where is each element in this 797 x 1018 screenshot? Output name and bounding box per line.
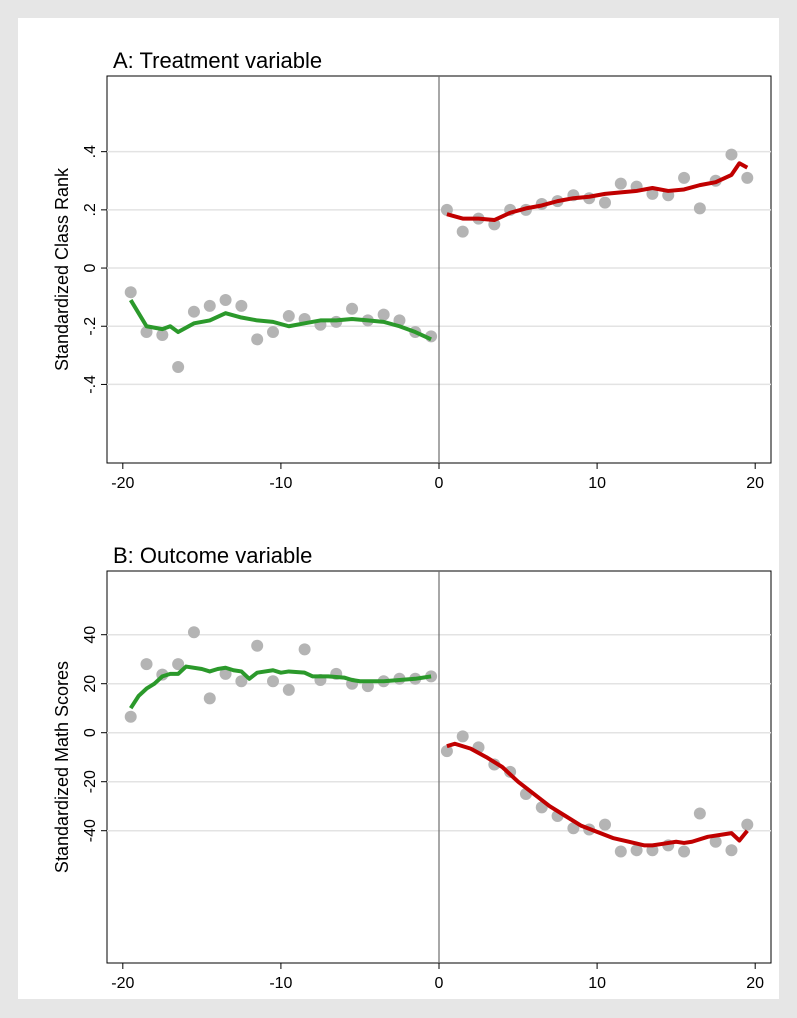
- data-point: [298, 643, 311, 656]
- x-tick-label: -20: [111, 475, 134, 492]
- data-point: [741, 171, 754, 184]
- fit-line: [129, 664, 432, 710]
- data-point: [440, 203, 453, 216]
- data-point: [614, 177, 627, 190]
- data-point: [456, 225, 469, 238]
- data-point: [140, 658, 153, 671]
- data-point: [219, 294, 232, 307]
- fit-line: [129, 299, 432, 342]
- data-point: [678, 845, 691, 858]
- data-point: [614, 845, 627, 858]
- chart-title: B: Outcome variable: [113, 543, 312, 568]
- panel-background: [18, 18, 779, 999]
- y-tick-label: .4: [82, 145, 99, 158]
- y-tick-label: 20: [82, 675, 99, 693]
- data-point: [693, 202, 706, 215]
- data-point: [567, 822, 580, 835]
- data-point: [187, 305, 200, 318]
- fit-line: [446, 161, 749, 223]
- data-point: [172, 360, 185, 373]
- y-tick-label: -40: [82, 819, 99, 842]
- data-point: [709, 835, 722, 848]
- x-tick-label: -20: [111, 975, 134, 992]
- data-point: [741, 818, 754, 831]
- data-point: [282, 683, 295, 696]
- y-tick-label: -.2: [82, 317, 99, 336]
- data-point: [725, 148, 738, 161]
- data-point: [140, 326, 153, 339]
- x-tick-label: 10: [588, 475, 606, 492]
- y-tick-label: 0: [82, 728, 99, 737]
- data-point: [599, 818, 611, 831]
- x-tick-label: 20: [746, 975, 764, 992]
- data-point: [267, 675, 279, 688]
- data-point: [267, 326, 279, 339]
- data-point: [235, 299, 248, 312]
- data-point: [693, 807, 706, 820]
- data-point: [599, 196, 611, 209]
- data-point: [630, 844, 643, 857]
- data-point: [725, 844, 738, 857]
- x-tick-label: 0: [435, 475, 444, 492]
- data-point: [203, 299, 216, 312]
- y-tick-label: -20: [82, 770, 99, 793]
- data-point: [377, 308, 390, 321]
- x-tick-label: -10: [269, 975, 292, 992]
- fit-line: [446, 741, 749, 848]
- x-tick-label: 20: [746, 475, 764, 492]
- data-point: [156, 328, 169, 341]
- data-point: [187, 626, 200, 639]
- data-point: [235, 675, 248, 688]
- x-tick-label: -10: [269, 475, 292, 492]
- data-point: [124, 286, 137, 299]
- y-tick-label: -.4: [82, 375, 99, 394]
- data-point: [124, 710, 137, 723]
- data-point: [219, 667, 232, 680]
- data-point: [346, 302, 359, 315]
- chart-title: A: Treatment variable: [113, 48, 322, 73]
- x-tick-label: 0: [435, 975, 444, 992]
- y-tick-label: 0: [82, 263, 99, 272]
- x-tick-label: 10: [588, 975, 606, 992]
- data-point: [282, 310, 295, 323]
- y-axis-label: Standardized Math Scores: [52, 661, 72, 873]
- data-point: [172, 658, 185, 671]
- data-point: [251, 333, 264, 346]
- data-point: [646, 187, 659, 200]
- data-point: [203, 692, 216, 705]
- data-point: [678, 171, 691, 184]
- data-point: [456, 730, 469, 743]
- data-point: [440, 745, 453, 758]
- y-axis-label: Standardized Class Rank: [52, 167, 72, 371]
- y-tick-label: .2: [82, 203, 99, 216]
- y-tick-label: 40: [82, 626, 99, 644]
- data-point: [251, 639, 264, 652]
